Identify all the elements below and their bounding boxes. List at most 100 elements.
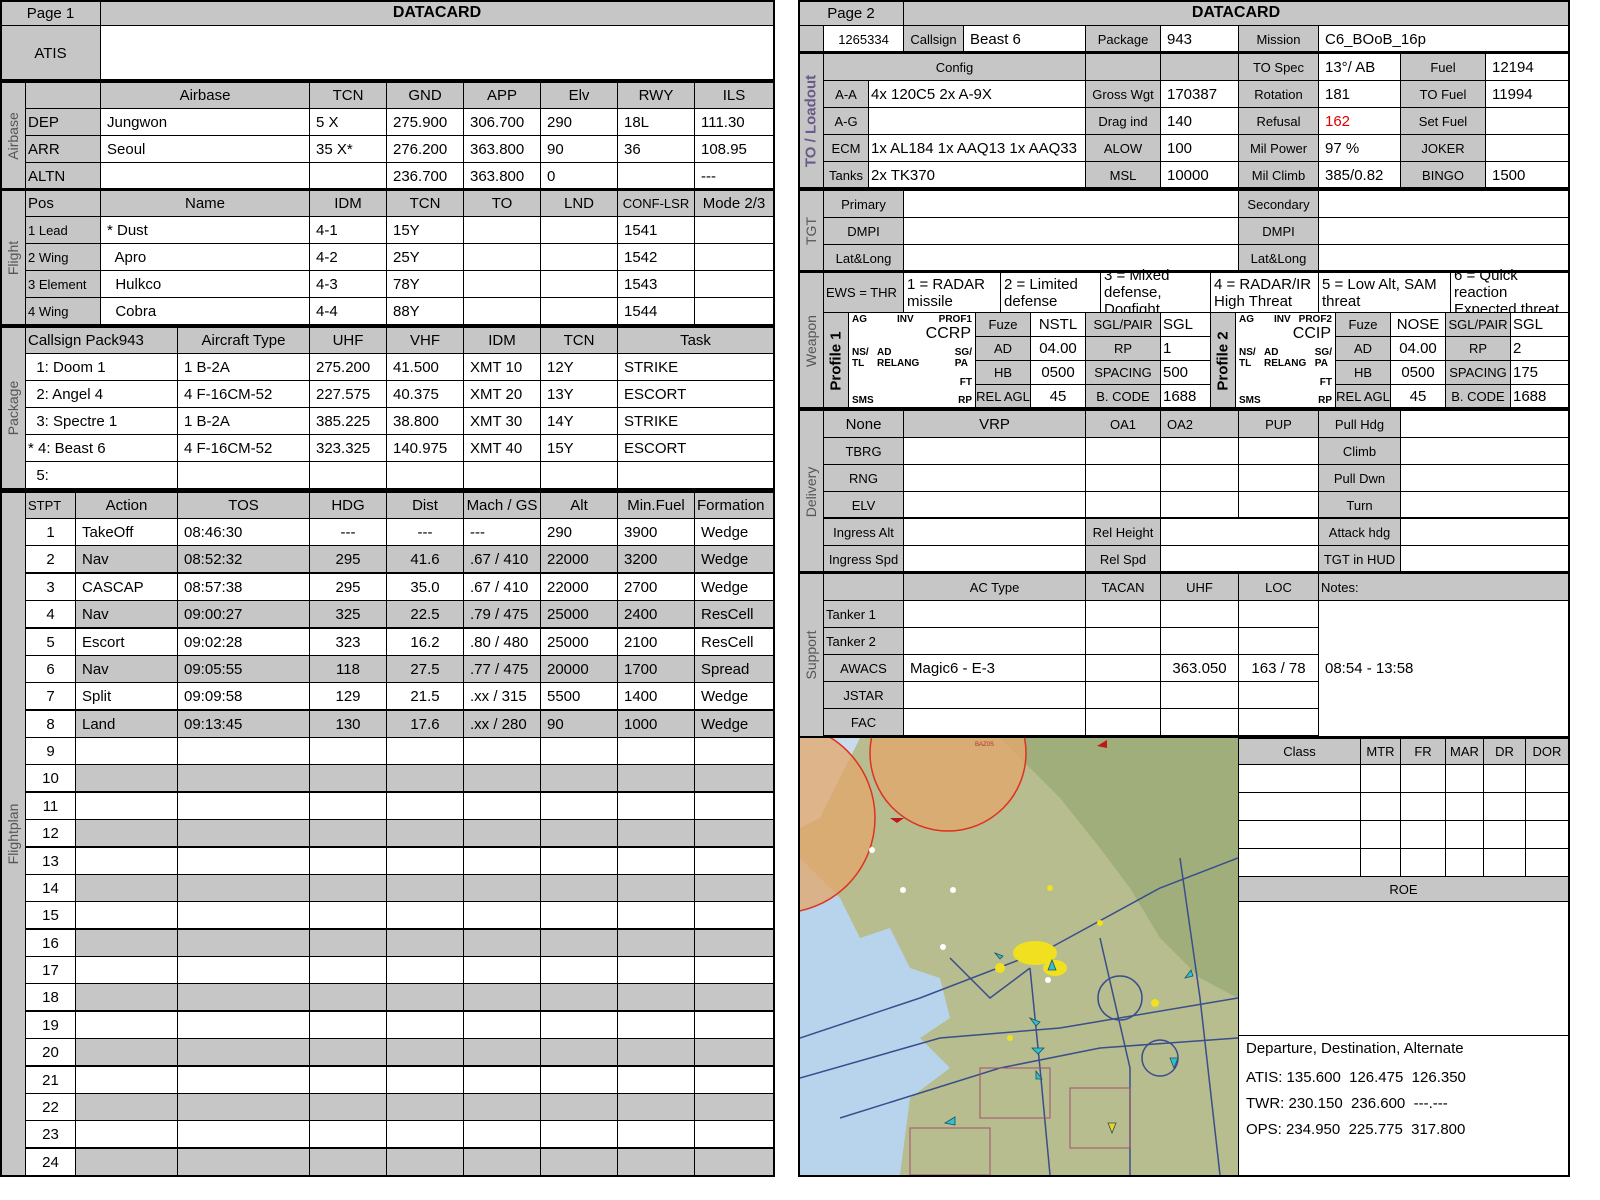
package-row[interactable]: 1 B-2A <box>177 407 310 435</box>
weapon-param[interactable]: HB <box>975 360 1031 385</box>
class-row[interactable] <box>1400 792 1446 821</box>
flightplan-row[interactable]: 290 <box>540 518 618 546</box>
flightplan-row[interactable] <box>386 929 464 957</box>
package-header[interactable]: Callsign Pack943 <box>25 327 178 354</box>
package-row[interactable]: 227.575 <box>309 380 387 408</box>
loadout-row[interactable]: A-A <box>823 80 869 108</box>
flightplan-row[interactable] <box>309 901 387 929</box>
flightplan-row[interactable] <box>540 764 618 792</box>
package-row[interactable] <box>540 461 618 489</box>
support-row[interactable] <box>1160 600 1239 628</box>
flightplan-row[interactable] <box>309 819 387 847</box>
package-row[interactable]: * 4: Beast 6 <box>25 434 178 462</box>
delivery-field[interactable] <box>903 491 1086 519</box>
flightplan-row[interactable] <box>177 1066 310 1094</box>
flightplan-row[interactable]: 35.0 <box>386 573 464 601</box>
package-row[interactable] <box>177 461 310 489</box>
flightplan-row[interactable] <box>177 983 310 1011</box>
airbase-header[interactable]: RWY <box>617 82 695 109</box>
flightplan-row[interactable]: TakeOff <box>75 518 178 546</box>
flight-header[interactable]: IDM <box>309 190 387 217</box>
flight-row[interactable] <box>463 270 541 298</box>
support-row[interactable]: Magic6 - E-3 <box>903 654 1086 682</box>
flightplan-row[interactable] <box>694 1148 774 1176</box>
delivery-field[interactable] <box>1085 491 1161 519</box>
loadout-row[interactable]: Rotation <box>1238 80 1319 108</box>
airbase-row[interactable] <box>309 162 387 190</box>
flightplan-row[interactable]: 22000 <box>540 545 618 573</box>
flight-row[interactable] <box>540 297 618 325</box>
airbase-row[interactable]: 35 X* <box>309 135 387 163</box>
loadout-row[interactable]: ALOW <box>1085 134 1161 162</box>
delivery-field[interactable] <box>1400 491 1569 519</box>
flightplan-row[interactable] <box>386 1148 464 1176</box>
loadout-row[interactable]: 385/0.82 <box>1318 161 1401 189</box>
flightplan-row[interactable]: 90 <box>540 710 618 738</box>
flightplan-row[interactable] <box>75 901 178 929</box>
airbase-row[interactable]: Seoul <box>100 135 310 163</box>
delivery-header[interactable]: Pull Hdg <box>1318 410 1401 438</box>
support-row[interactable]: FAC <box>823 708 904 736</box>
airbase-row[interactable]: --- <box>694 162 774 190</box>
class-row[interactable] <box>1400 848 1446 877</box>
support-row[interactable] <box>1160 708 1239 736</box>
flightplan-row[interactable]: 2400 <box>617 600 695 628</box>
flightplan-row[interactable]: 9 <box>25 737 76 765</box>
flightplan-row[interactable] <box>463 737 541 765</box>
package-row[interactable]: 140.975 <box>386 434 464 462</box>
flightplan-row[interactable]: --- <box>309 518 387 546</box>
package-row[interactable]: XMT 20 <box>463 380 541 408</box>
flightplan-row[interactable] <box>540 1093 618 1121</box>
flightplan-row[interactable] <box>386 764 464 792</box>
flightplan-row[interactable]: 16 <box>25 929 76 957</box>
flightplan-row[interactable] <box>694 1120 774 1148</box>
flightplan-row[interactable] <box>694 1011 774 1039</box>
class-row[interactable] <box>1525 792 1569 821</box>
loadout-row[interactable] <box>1485 107 1569 135</box>
flightplan-row[interactable] <box>694 1066 774 1094</box>
loadout-row[interactable]: Tanks <box>823 161 869 189</box>
package-row[interactable]: ESCORT <box>617 434 774 462</box>
flightplan-row[interactable]: Nav <box>75 545 178 573</box>
flightplan-row[interactable]: Land <box>75 710 178 738</box>
flightplan-row[interactable]: 1400 <box>617 682 695 710</box>
flight-row[interactable]: Cobra <box>100 297 310 325</box>
flightplan-row[interactable]: 18 <box>25 983 76 1011</box>
delivery-header[interactable]: OA2 <box>1160 410 1239 438</box>
flightplan-row[interactable]: Wedge <box>694 682 774 710</box>
airbase-row[interactable]: 236.700 <box>386 162 464 190</box>
flightplan-row[interactable]: .67 / 410 <box>463 545 541 573</box>
loadout-row[interactable]: A-G <box>823 107 869 135</box>
flightplan-row[interactable] <box>177 1011 310 1039</box>
delivery-header[interactable]: None <box>823 410 904 438</box>
package-header[interactable]: IDM <box>463 327 541 354</box>
flightplan-row[interactable]: .80 / 480 <box>463 628 541 656</box>
delivery-field[interactable] <box>903 437 1086 465</box>
flightplan-row[interactable] <box>540 874 618 902</box>
class-header[interactable]: Class <box>1238 738 1361 765</box>
class-row[interactable] <box>1483 848 1526 877</box>
flightplan-row[interactable] <box>177 874 310 902</box>
delivery-field[interactable] <box>1238 491 1319 519</box>
flightplan-row[interactable] <box>617 1120 695 1148</box>
flightplan-row[interactable] <box>386 1011 464 1039</box>
flightplan-row[interactable] <box>75 792 178 820</box>
flightplan-row[interactable] <box>75 764 178 792</box>
flight-row[interactable] <box>540 270 618 298</box>
loadout-row[interactable] <box>868 107 1086 135</box>
flightplan-row[interactable] <box>177 764 310 792</box>
weapon-param[interactable]: 2 <box>1510 336 1569 361</box>
flightplan-row[interactable] <box>617 901 695 929</box>
airbase-header[interactable]: APP <box>463 82 541 109</box>
flightplan-row[interactable]: 15 <box>25 901 76 929</box>
tgt-row[interactable] <box>903 217 1239 245</box>
flightplan-row[interactable]: 6 <box>25 655 76 683</box>
weapon-param[interactable]: SPACING <box>1085 360 1161 385</box>
airbase-row[interactable]: 275.900 <box>386 108 464 136</box>
flightplan-row[interactable]: Wedge <box>694 710 774 738</box>
loadout-row[interactable]: 100 <box>1160 134 1239 162</box>
flightplan-row[interactable]: CASCAP <box>75 573 178 601</box>
class-row[interactable] <box>1238 820 1361 849</box>
airbase-row[interactable] <box>617 162 695 190</box>
airbase-header[interactable]: Airbase <box>100 82 310 109</box>
